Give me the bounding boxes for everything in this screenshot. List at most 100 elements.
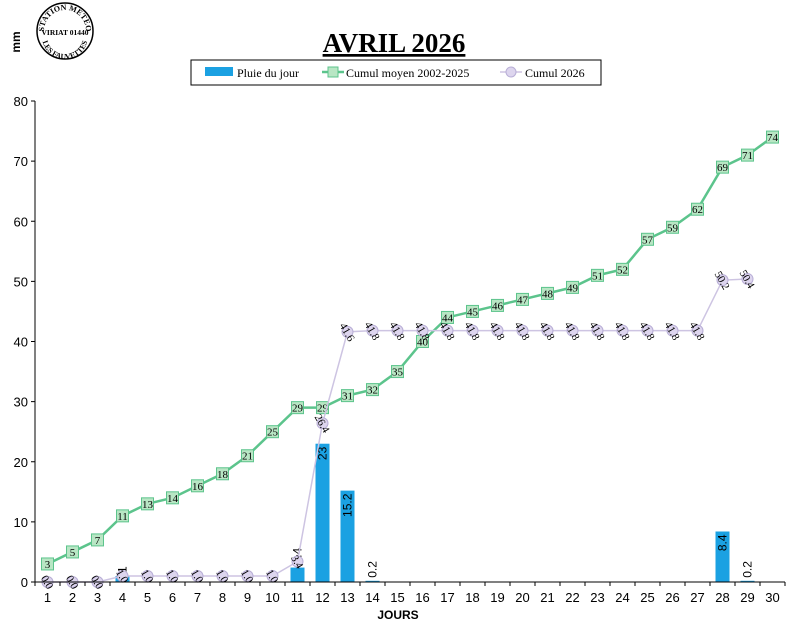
cumul-moyen-marker <box>241 449 254 463</box>
x-tick-label: 2 <box>69 590 76 605</box>
x-tick-label: 18 <box>465 590 479 605</box>
cumul-moyen-marker <box>291 401 304 415</box>
x-tick-label: 14 <box>365 590 379 605</box>
cumul-moyen-label: 18 <box>217 469 229 481</box>
cumul-2026-marker <box>366 324 379 337</box>
y-tick-label: 0 <box>21 575 28 590</box>
cumul-moyen-marker <box>641 232 654 246</box>
cumul-moyen-label: 5 <box>70 547 76 559</box>
cumul-2026-marker <box>616 324 629 337</box>
rain-bar <box>365 580 380 582</box>
rain-bar-label: 23 <box>316 446 330 460</box>
x-tick-label: 7 <box>194 590 201 605</box>
cumul-moyen-label: 29 <box>317 403 329 415</box>
x-tick-label: 3 <box>94 590 101 605</box>
cumul-2026-marker <box>341 325 354 338</box>
cumul-moyen-label: 45 <box>467 306 479 318</box>
cumul-2026-marker <box>566 324 579 337</box>
cumul-moyen-label: 52 <box>617 264 628 276</box>
y-tick-label: 60 <box>14 214 28 229</box>
cumul-2026-marker <box>441 324 454 337</box>
rain-bar-label: 8.4 <box>716 534 730 551</box>
rain-bar-label: 1 <box>116 566 130 573</box>
cumul-2026-marker <box>516 324 529 337</box>
cumul-moyen-marker <box>216 467 229 481</box>
x-tick-label: 22 <box>565 590 579 605</box>
x-tick-label: 5 <box>144 590 151 605</box>
cumul-moyen-label: 32 <box>367 385 378 397</box>
cumul-2026-marker <box>741 272 754 285</box>
y-tick-label: 20 <box>14 455 28 470</box>
cumul-moyen-marker <box>191 479 204 493</box>
cumul-moyen-marker <box>141 497 154 511</box>
x-tick-label: 20 <box>515 590 529 605</box>
cumul-2026-series: 0.0 0.0 0.0 1.0 1.0 1.0 1.0 1.0 1.0 1.03.426.441.… <box>38 268 757 592</box>
x-axis-label: JOURS <box>377 608 418 622</box>
x-tick-label: 1 <box>44 590 51 605</box>
cumul-2026-label: 26.4 <box>312 412 332 435</box>
x-tick-label: 21 <box>540 590 554 605</box>
cumul-2026-marker <box>116 569 129 582</box>
x-tick-label: 17 <box>440 590 454 605</box>
cumul-moyen-label: 29 <box>292 403 304 415</box>
cumul-moyen-label: 31 <box>342 391 353 403</box>
cumul-2026-label: 1.0 <box>263 568 281 586</box>
cumul-moyen-label: 46 <box>492 300 504 312</box>
cumul-moyen-label: 3 <box>45 559 51 571</box>
cumul-moyen-label: 16 <box>192 481 204 493</box>
cumul-moyen-label: 44 <box>442 312 454 324</box>
cumul-moyen-marker <box>691 202 704 216</box>
legend-marker-cumul-moyen <box>327 66 339 78</box>
legend-box <box>190 59 602 86</box>
cumul-moyen-marker <box>391 365 404 379</box>
cumul-moyen-label: 69 <box>717 162 729 174</box>
cumul-moyen-marker <box>266 425 279 439</box>
cumul-2026-marker <box>491 324 504 337</box>
cumul-2026-marker <box>166 569 179 582</box>
cumul-moyen-marker <box>41 557 54 571</box>
x-axis: 1 2 3 4 5 6 7 8 9 10 11 12 13 14 15 16 17 18 19 20 21 22 23 24 2… <box>34 581 786 605</box>
cumul-moyen-label: 71 <box>742 150 753 162</box>
y-tick-label: 10 <box>14 515 28 530</box>
logo-circle <box>36 2 94 60</box>
cumul-moyen-label: 25 <box>267 427 279 439</box>
cumul-2026-marker <box>391 324 404 337</box>
y-tick-label: 70 <box>14 154 28 169</box>
cumul-moyen-marker <box>441 310 454 324</box>
cumul-2026-label: 41.6 <box>337 321 357 344</box>
cumul-moyen-label: 48 <box>542 288 554 300</box>
cumul-2026-label: 1.0 <box>163 568 181 586</box>
cumul-2026-marker <box>416 324 429 337</box>
cumul-moyen-label: 47 <box>517 294 529 306</box>
legend-label-cumul-moyen: Cumul moyen 2002-2025 <box>346 66 469 80</box>
x-tick-label: 27 <box>690 590 704 605</box>
logo-middle-text: VIRIAT 01440 <box>41 28 88 37</box>
y-tick-label: 50 <box>14 274 28 289</box>
cumul-moyen-marker <box>516 292 529 306</box>
cumul-moyen-marker <box>541 286 554 300</box>
cumul-2026-marker <box>316 417 329 430</box>
cumul-moyen-marker <box>566 280 579 294</box>
rain-bar <box>740 580 755 582</box>
cumul-moyen-marker <box>616 262 629 276</box>
x-tick-label: 10 <box>265 590 279 605</box>
rain-bar <box>315 443 330 582</box>
y-axis-label: mm <box>9 31 23 52</box>
cumul-moyen-marker <box>66 545 79 559</box>
cumul-moyen-marker <box>666 220 679 234</box>
rain-bar-label: 0.2 <box>366 561 380 578</box>
cumul-2026-label: 1.0 <box>138 568 156 586</box>
cumul-moyen-marker <box>341 389 354 403</box>
cumul-moyen-marker <box>116 509 129 523</box>
cumul-moyen-label: 59 <box>667 222 679 234</box>
cumul-moyen-marker <box>166 491 179 505</box>
x-tick-label: 25 <box>640 590 654 605</box>
cumul-2026-marker <box>216 569 229 582</box>
x-tick-label: 11 <box>291 590 305 605</box>
cumul-2026-marker <box>241 569 254 582</box>
rain-bar <box>340 490 355 582</box>
cumul-2026-label: 1.0 <box>188 568 206 586</box>
x-tick-label: 26 <box>665 590 679 605</box>
x-tick-label: 16 <box>415 590 429 605</box>
